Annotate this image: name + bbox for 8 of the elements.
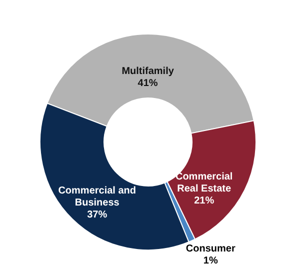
slice-label: Commercial Real Estate [175, 171, 233, 194]
slice-label: Consumer [186, 242, 236, 254]
slice-label: Multifamily [122, 66, 174, 77]
data-label: 21% [194, 195, 214, 206]
data-label: 37% [87, 209, 108, 220]
data-label: 41% [138, 78, 158, 89]
slice-label: Commercial and Business [58, 185, 136, 208]
data-label: 1% [203, 254, 218, 266]
